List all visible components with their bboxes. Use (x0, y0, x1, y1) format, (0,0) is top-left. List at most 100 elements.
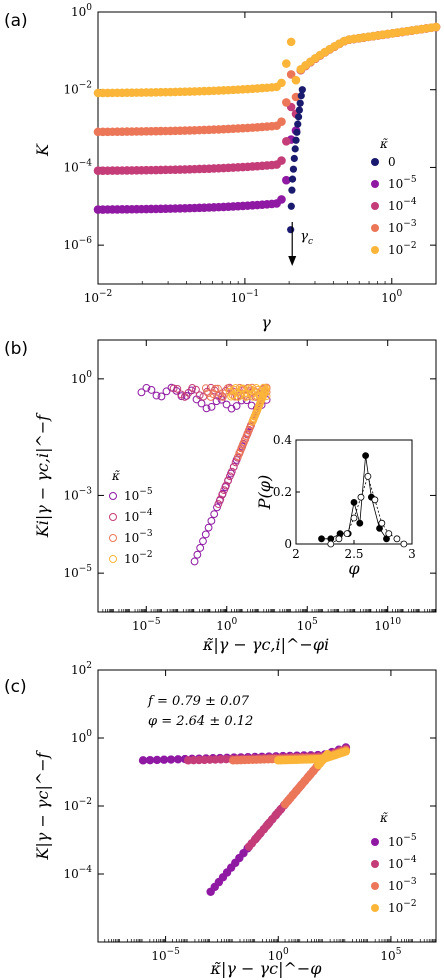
data-point-b (190, 557, 199, 566)
y-axis-label-b: Ki|γ − γc,i|^−f (33, 412, 52, 539)
legend-label-a: 10−3 (388, 219, 417, 235)
inset-line-filled (321, 455, 387, 540)
legend-label-c: 10−3 (388, 877, 417, 893)
plot-frame-b (97, 339, 437, 613)
data-point-a-0 (291, 145, 299, 153)
data-point-c (159, 755, 169, 764)
legend-marker-c (371, 838, 379, 846)
data-point-b (247, 401, 256, 410)
data-point-a-0 (296, 99, 304, 107)
inset-point-open (335, 535, 343, 543)
data-b (137, 383, 271, 566)
data-point-b (204, 389, 213, 397)
data-point-b (137, 388, 146, 397)
data-point-a-4 (431, 22, 441, 32)
panel-label-c: (c) (4, 677, 27, 697)
inset-point-open (400, 540, 408, 548)
panel-label-b: (b) (4, 339, 28, 359)
data-point-b (227, 467, 236, 476)
data-point-b (193, 550, 202, 559)
data-point-b (199, 537, 207, 546)
inset-y-tick-label: 0 (284, 537, 292, 551)
data-point-a-4 (282, 59, 291, 68)
legend-title-c: κ̃ (379, 811, 388, 825)
data-point-b (173, 384, 182, 393)
x-tick-label-b: 100 (216, 617, 237, 633)
data-point-b (192, 385, 200, 394)
data-point-b (224, 476, 232, 485)
panel-label-a: (a) (4, 11, 28, 31)
data-point-b (214, 500, 223, 508)
data-point-a-0 (298, 86, 306, 94)
inset-point-open (393, 535, 401, 543)
legend-title-b: κ̃ (111, 469, 120, 483)
legend-label-a: 0 (388, 155, 396, 169)
data-point-a-4 (277, 78, 286, 88)
data-point-b (228, 391, 237, 400)
legend-a: κ̃0 10−5 10−4 10−3 10−2 (371, 137, 417, 257)
data-point-a-0 (297, 92, 305, 100)
y-tick-label-a: 10−4 (63, 158, 92, 174)
data-point-a-1 (282, 175, 291, 185)
data-point-b (152, 391, 161, 400)
legend-marker-a (371, 158, 379, 166)
data-point-a-3 (286, 70, 296, 79)
legend-label-b: 10−2 (124, 550, 153, 566)
y-tick-label-a: 10−6 (63, 236, 92, 252)
inset-point-open (371, 496, 379, 504)
data-point-b (162, 387, 171, 396)
inset-point-open (327, 540, 335, 548)
legend-label-c: 10−2 (388, 899, 417, 915)
data-point-c (152, 755, 162, 765)
inset-y-label: P(φ) (255, 475, 274, 510)
data-point-a-3 (282, 98, 291, 107)
legend-label-a: 10−2 (388, 241, 417, 257)
x-axis-label-c-text: κ̃|γ − γc|^−φ (210, 959, 323, 978)
annotation-phi: φ = 2.64 ± 0.12 (148, 714, 253, 729)
data-point-b (210, 510, 219, 519)
data-point-a-0 (287, 226, 295, 234)
inset-point-open (357, 493, 365, 501)
data-point-c (166, 755, 176, 764)
data-point-b (188, 384, 197, 392)
data-point-b (218, 490, 227, 499)
legend-label-c: 10−5 (388, 833, 417, 849)
legend-label-b: 10−4 (124, 508, 153, 524)
plot-frame-a (97, 11, 437, 285)
legend-marker-b (109, 555, 117, 563)
legend-marker-a (371, 224, 379, 232)
inset-frame (295, 439, 413, 545)
x-tick-label-c: 10−5 (151, 947, 180, 963)
inset-x-tick-label: 2.5 (344, 547, 363, 561)
inset-x-tick-label: 2 (292, 547, 300, 561)
data-point-b (207, 516, 216, 525)
legend-marker-a (371, 202, 379, 210)
data-point-a-0 (289, 165, 298, 173)
inset-point-filled (356, 519, 364, 527)
data-point-c (138, 756, 148, 765)
data-point-a-2 (282, 136, 291, 146)
legend-marker-a (371, 246, 379, 254)
inset-point-filled (350, 498, 358, 506)
x-tick-label-b: 10−5 (132, 617, 161, 633)
x-tick-label-a: 100 (381, 289, 402, 305)
legend-c: κ̃10−5 10−4 10−3 10−2 (371, 811, 417, 915)
y-axis-label-b-text: Ki|γ − γc,i|^−f (33, 412, 52, 539)
legend-label-b: 10−5 (124, 487, 153, 503)
inset-point-filled (318, 535, 325, 543)
data-point-b (231, 384, 240, 392)
data-point-b (221, 389, 230, 398)
data-point-a-0 (295, 106, 303, 114)
x-tick-label-b: 105 (297, 617, 318, 633)
data-point-b (211, 384, 220, 393)
inset-y-tick-label: 0.4 (273, 433, 292, 447)
data-point-a-0 (293, 128, 301, 136)
data-point-b (225, 472, 234, 481)
legend-marker-b (109, 534, 117, 542)
y-tick-label-b: 10−3 (63, 486, 92, 502)
data-point-b (222, 481, 230, 490)
data-point-b (157, 392, 166, 401)
inset-point-open (378, 519, 386, 527)
